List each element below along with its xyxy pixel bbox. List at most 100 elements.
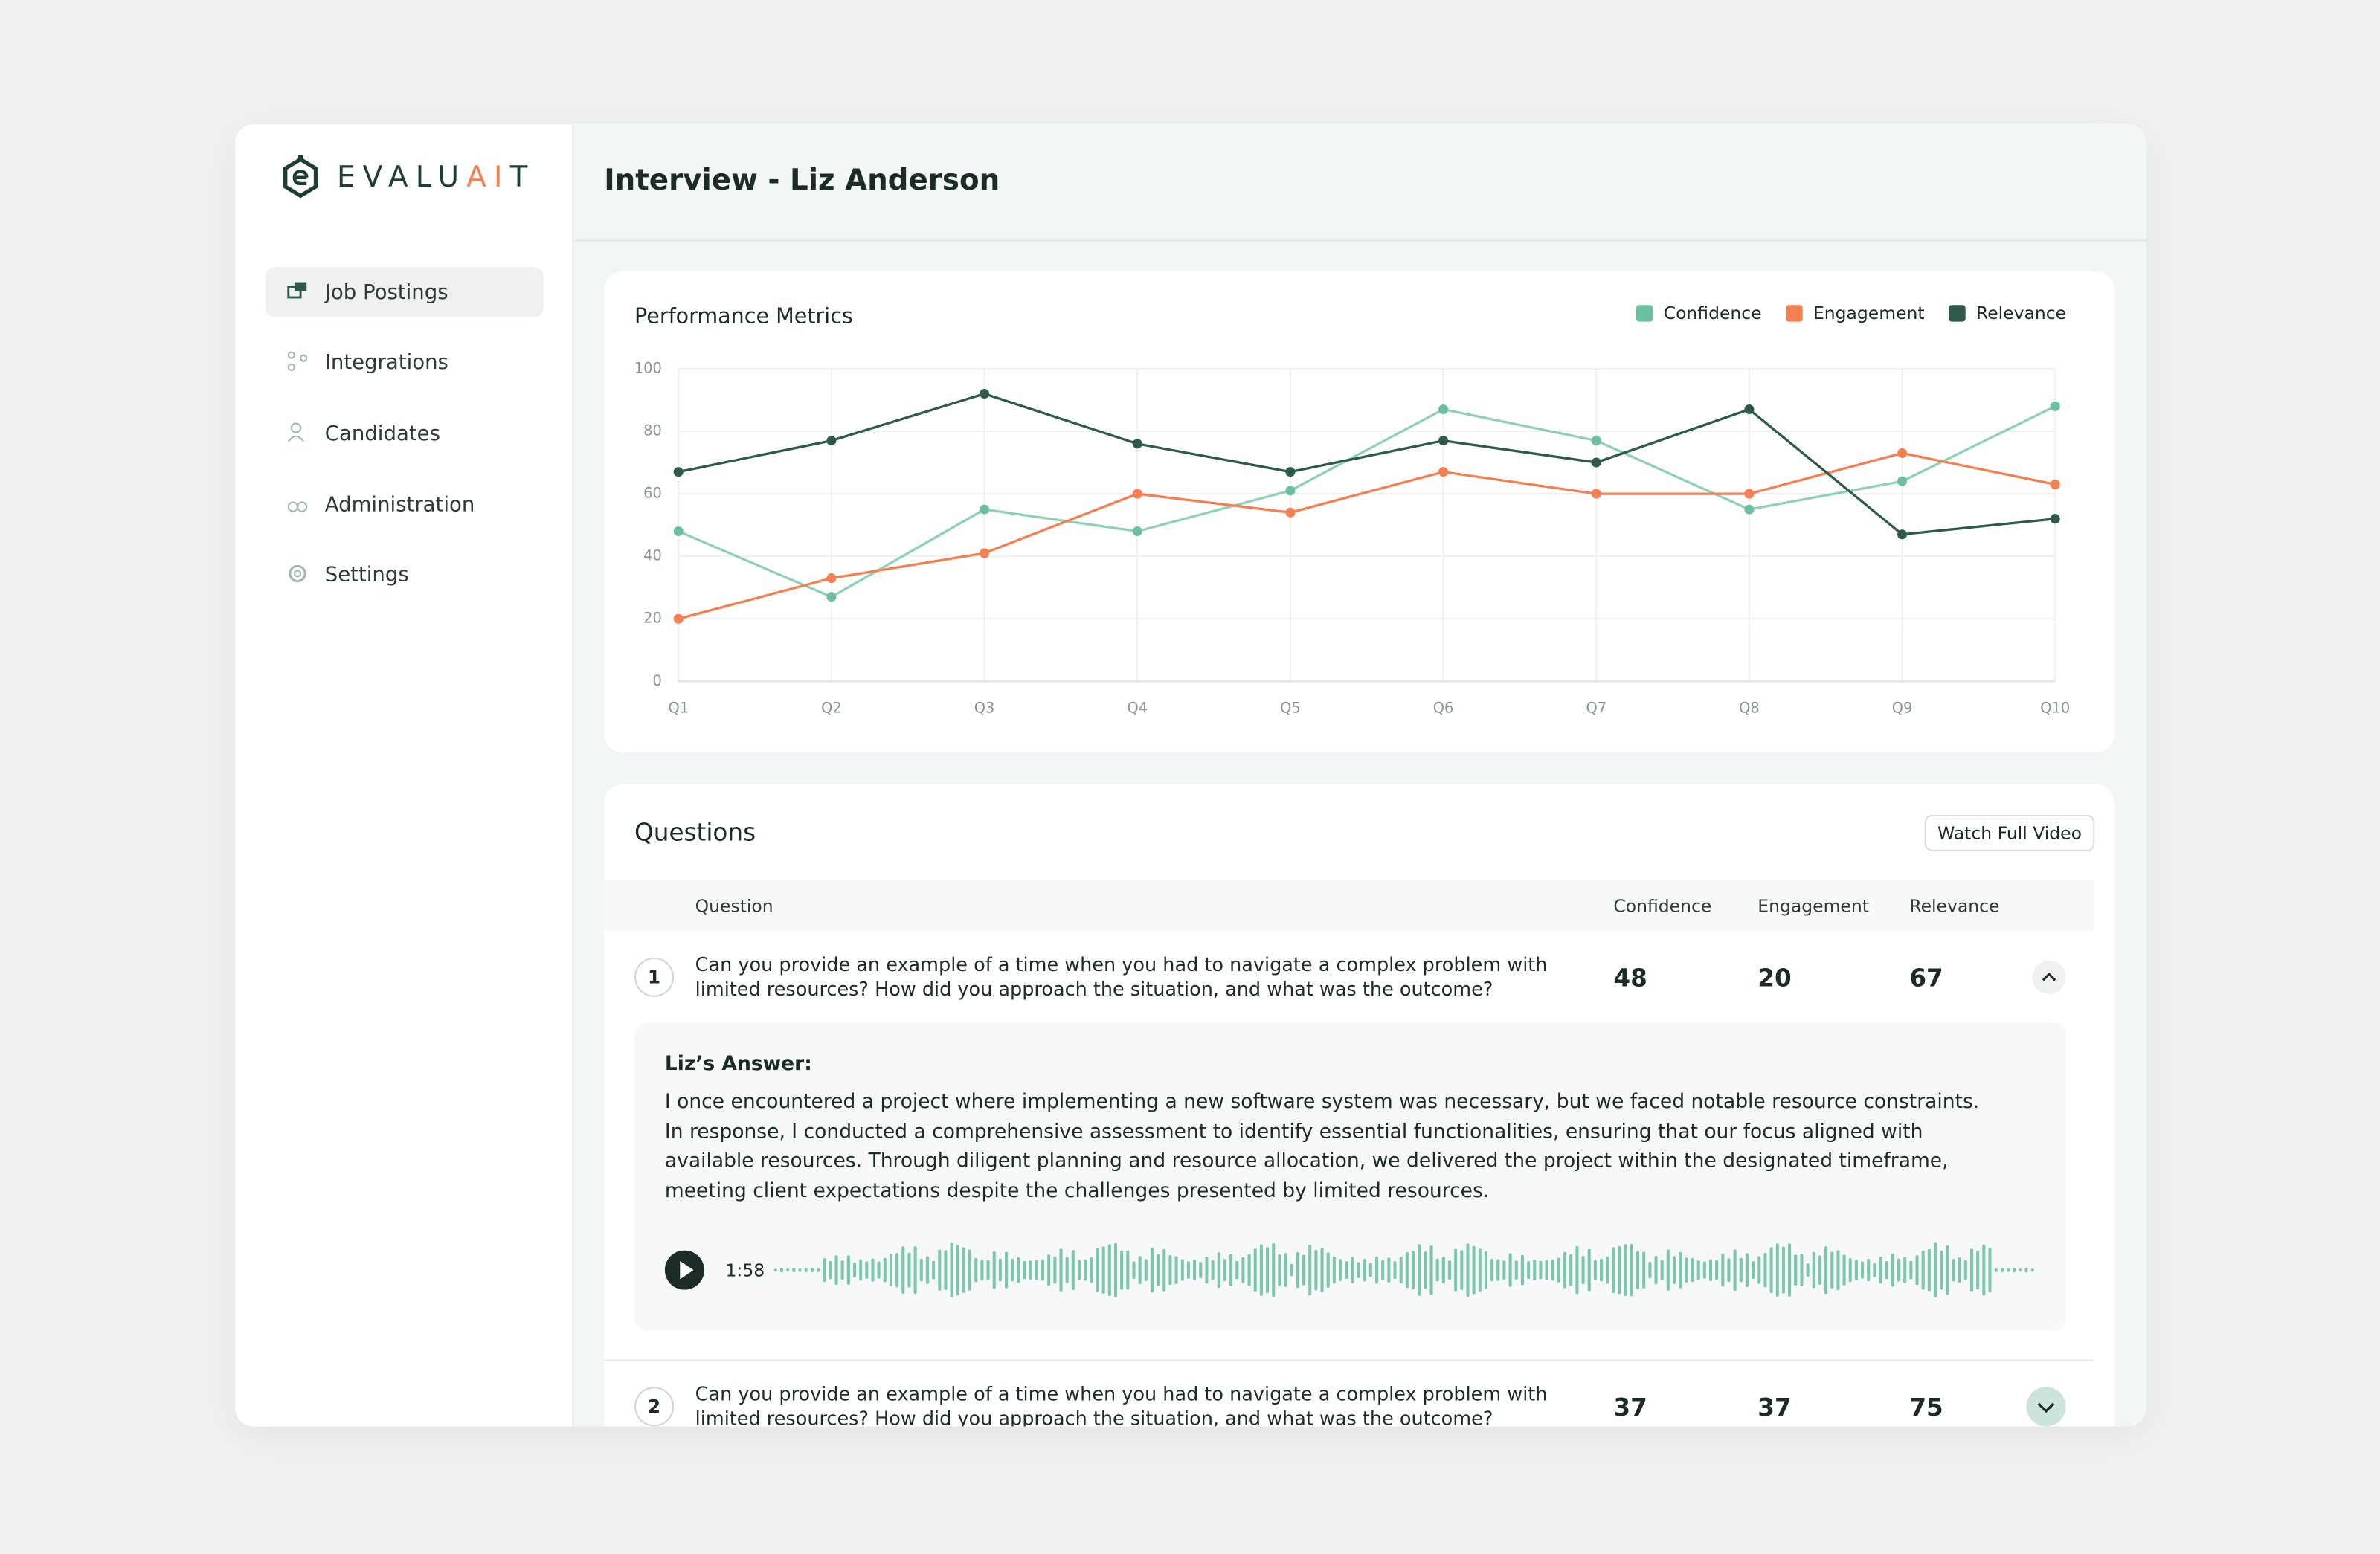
nav-item[interactable]: Job Postings <box>266 267 544 317</box>
wave-bar <box>1958 1257 1961 1283</box>
wave-bar <box>1278 1254 1281 1286</box>
y-tick-label: 100 <box>634 359 662 376</box>
nav-item[interactable]: Candidates <box>266 408 543 458</box>
wave-bar <box>1107 1244 1111 1296</box>
wave-bar <box>1272 1243 1276 1297</box>
wave-bar <box>1648 1261 1652 1279</box>
data-point <box>1438 436 1449 446</box>
wave-bar <box>883 1257 887 1283</box>
column-header: Confidence <box>1613 895 1712 917</box>
answer-box: Liz’s Answer: I once encountered a proje… <box>634 1022 2066 1331</box>
play-button[interactable] <box>664 1250 704 1290</box>
wave-bar <box>1429 1245 1433 1295</box>
collapse-button[interactable] <box>2031 959 2068 996</box>
row-divider <box>604 1359 2095 1361</box>
wave-bar <box>1527 1261 1531 1280</box>
wave-bar <box>1047 1254 1051 1286</box>
wave-bar <box>846 1255 850 1285</box>
wave-bar <box>1885 1260 1888 1280</box>
wave-bar <box>1800 1254 1804 1286</box>
wave-bar <box>1405 1251 1409 1289</box>
logo-icon <box>283 155 318 199</box>
wave-bar <box>950 1242 953 1297</box>
wave-bar <box>1696 1260 1700 1280</box>
data-point <box>1897 448 1908 458</box>
wave-bar <box>1368 1263 1372 1277</box>
wave-bar <box>1788 1243 1792 1297</box>
wave-bar <box>1502 1260 1506 1280</box>
wave-bar <box>1721 1253 1725 1287</box>
data-point <box>980 389 990 399</box>
wave-bar <box>1520 1254 1524 1286</box>
data-point <box>1132 439 1142 449</box>
wave-bar <box>1308 1244 1312 1296</box>
question-text: Can you provide an example of a time whe… <box>695 952 1548 1000</box>
wave-bar <box>1411 1251 1415 1290</box>
wave-bar <box>1296 1251 1299 1289</box>
wave-bar <box>1861 1261 1865 1279</box>
wave-bar <box>1065 1257 1069 1283</box>
wave-bar <box>1994 1268 1998 1272</box>
series-line <box>678 392 2056 536</box>
data-point <box>826 573 837 584</box>
data-point <box>980 504 990 515</box>
nav-item[interactable]: Settings <box>266 549 543 599</box>
wave-bar <box>1424 1251 1427 1289</box>
wave-bar <box>895 1252 899 1288</box>
wave-bar <box>2019 1268 2022 1272</box>
data-point <box>673 467 684 477</box>
wave-bar <box>980 1259 984 1281</box>
wave-bar <box>1794 1254 1798 1286</box>
data-point <box>1591 489 1601 499</box>
wave-bar <box>938 1249 942 1291</box>
wave-bar <box>798 1268 802 1272</box>
question-number: 1 <box>634 957 675 997</box>
wave-bar <box>1708 1259 1713 1281</box>
nav-item[interactable]: Integrations <box>266 337 543 387</box>
wave-bar <box>1374 1256 1379 1284</box>
wave-bar <box>1101 1246 1105 1294</box>
wave-bar <box>1005 1251 1009 1289</box>
answer-text: I once encountered a project where imple… <box>664 1091 1980 1203</box>
wave-bar <box>859 1259 863 1281</box>
legend-swatch <box>1636 305 1653 322</box>
wave-bar <box>1174 1256 1178 1285</box>
wave-bar <box>913 1246 917 1295</box>
data-point <box>2050 479 2060 489</box>
data-point <box>1285 486 1296 496</box>
legend-label: Relevance <box>1976 303 2066 323</box>
wave-bar <box>1654 1255 1658 1285</box>
data-point <box>1438 467 1449 477</box>
wave-bar <box>1818 1255 1821 1285</box>
wave-bar <box>1211 1260 1215 1280</box>
expand-button[interactable] <box>2024 1385 2067 1427</box>
wave-bar <box>1514 1260 1518 1280</box>
wave-bar <box>829 1260 832 1280</box>
data-point <box>1438 404 1449 415</box>
sidebar: EVALUAIT Job Postings Integrations Candi… <box>235 124 574 1427</box>
legend-swatch <box>1949 305 1966 322</box>
data-point <box>1591 457 1601 468</box>
wave-bar <box>1090 1257 1093 1283</box>
wave-bar <box>865 1261 869 1279</box>
wave-bar <box>1563 1251 1567 1289</box>
wave-bar <box>1496 1259 1500 1281</box>
chart-title: Performance Metrics <box>634 303 853 329</box>
series-line <box>678 404 2056 599</box>
wave-bar <box>2013 1267 2016 1273</box>
wave-bar <box>1593 1260 1597 1280</box>
app-card: EVALUAIT Job Postings Integrations Candi… <box>235 124 2146 1427</box>
watch-video-button[interactable]: Watch Full Video <box>1924 814 2095 851</box>
nav-label: Administration <box>324 492 475 517</box>
wave-bar <box>1775 1243 1779 1297</box>
wave-bar <box>1223 1259 1226 1282</box>
duration: 1:58 <box>725 1259 765 1281</box>
data-point <box>826 436 837 446</box>
wave-bar <box>1545 1260 1548 1280</box>
wave-bar <box>852 1262 857 1278</box>
wave-bar <box>1320 1248 1324 1293</box>
wave-bar <box>1235 1260 1239 1280</box>
wave-bar <box>871 1258 875 1282</box>
wave-bar <box>968 1249 972 1291</box>
nav-item[interactable]: Administration <box>266 480 543 529</box>
